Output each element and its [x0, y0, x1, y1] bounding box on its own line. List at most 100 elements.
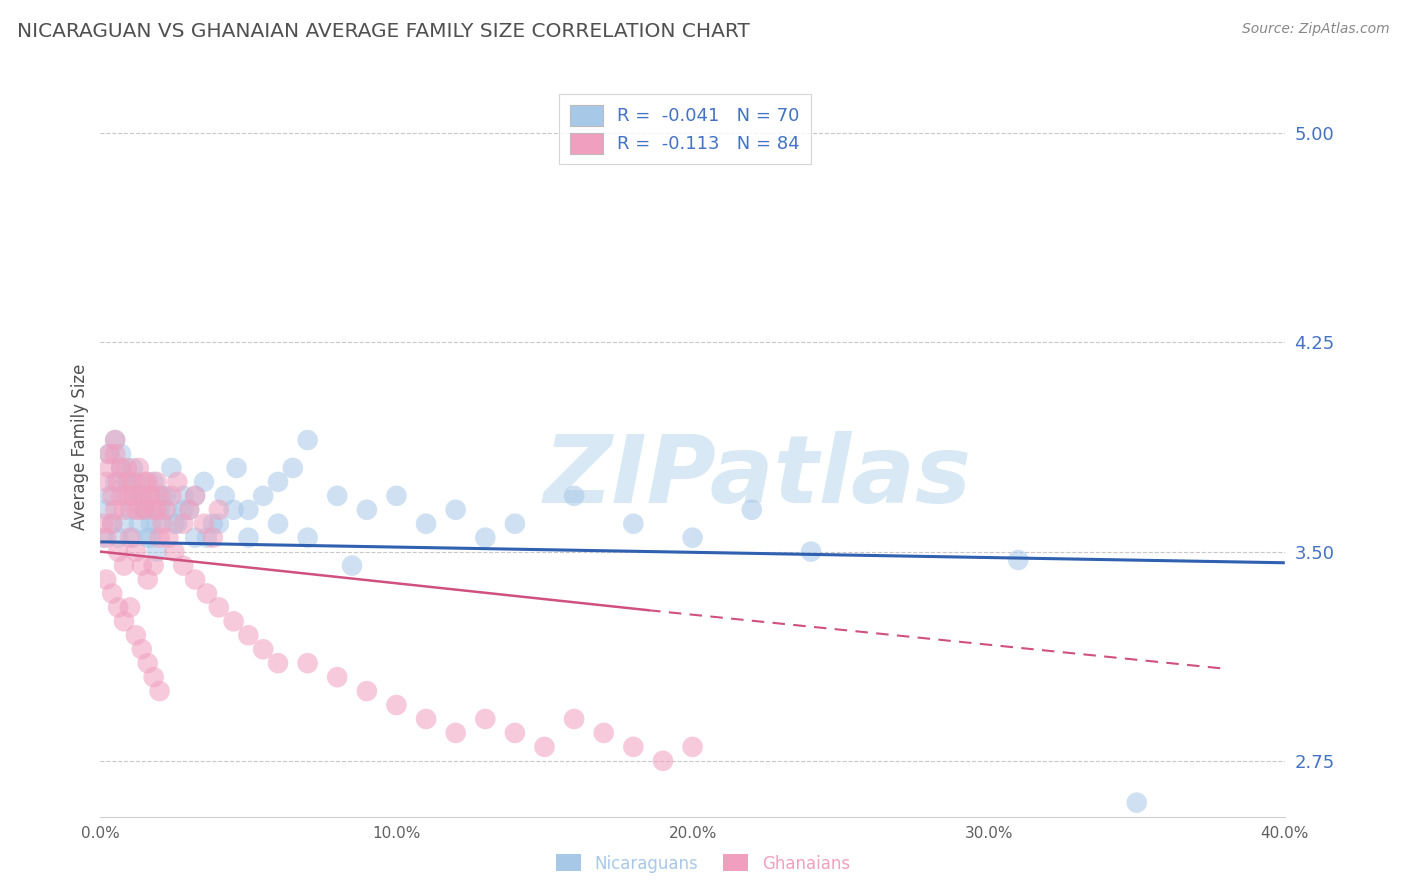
- Point: [101, 516, 124, 531]
- Point: [652, 754, 675, 768]
- Point: [101, 586, 124, 600]
- Point: [118, 489, 141, 503]
- Point: [107, 544, 129, 558]
- Point: [115, 461, 138, 475]
- Point: [474, 712, 496, 726]
- Point: [444, 726, 467, 740]
- Point: [134, 502, 156, 516]
- Legend: R =  -0.041   N = 70, R =  -0.113   N = 84: R = -0.041 N = 70, R = -0.113 N = 84: [560, 94, 811, 164]
- Point: [128, 516, 150, 531]
- Point: [122, 475, 145, 489]
- Point: [238, 502, 260, 516]
- Point: [474, 531, 496, 545]
- Point: [131, 489, 153, 503]
- Point: [326, 670, 349, 684]
- Point: [1007, 553, 1029, 567]
- Point: [503, 516, 526, 531]
- Point: [155, 489, 177, 503]
- Point: [122, 531, 145, 545]
- Point: [112, 516, 135, 531]
- Point: [297, 531, 319, 545]
- Point: [118, 600, 141, 615]
- Point: [682, 531, 704, 545]
- Point: [107, 475, 129, 489]
- Point: [125, 502, 148, 516]
- Point: [104, 433, 127, 447]
- Point: [142, 558, 165, 573]
- Point: [145, 475, 167, 489]
- Point: [131, 642, 153, 657]
- Point: [592, 726, 614, 740]
- Point: [98, 489, 121, 503]
- Point: [112, 502, 135, 516]
- Point: [134, 502, 156, 516]
- Point: [356, 684, 378, 698]
- Point: [148, 502, 170, 516]
- Point: [160, 489, 183, 503]
- Point: [297, 656, 319, 670]
- Point: [163, 544, 186, 558]
- Point: [104, 475, 127, 489]
- Legend: Nicaraguans, Ghanaians: Nicaraguans, Ghanaians: [550, 847, 856, 880]
- Point: [101, 516, 124, 531]
- Point: [297, 433, 319, 447]
- Point: [267, 656, 290, 670]
- Point: [800, 544, 823, 558]
- Point: [136, 573, 159, 587]
- Point: [136, 531, 159, 545]
- Point: [104, 447, 127, 461]
- Point: [1125, 796, 1147, 810]
- Point: [340, 558, 363, 573]
- Point: [118, 531, 141, 545]
- Point: [252, 642, 274, 657]
- Point: [115, 475, 138, 489]
- Point: [172, 502, 194, 516]
- Text: Source: ZipAtlas.com: Source: ZipAtlas.com: [1241, 22, 1389, 37]
- Point: [166, 475, 188, 489]
- Point: [118, 502, 141, 516]
- Point: [208, 516, 231, 531]
- Point: [184, 573, 207, 587]
- Point: [96, 475, 118, 489]
- Point: [415, 712, 437, 726]
- Point: [222, 615, 245, 629]
- Point: [238, 531, 260, 545]
- Point: [96, 502, 118, 516]
- Point: [122, 461, 145, 475]
- Point: [110, 447, 132, 461]
- Point: [152, 516, 174, 531]
- Point: [96, 573, 118, 587]
- Point: [444, 502, 467, 516]
- Point: [104, 433, 127, 447]
- Point: [157, 502, 180, 516]
- Point: [356, 502, 378, 516]
- Point: [125, 475, 148, 489]
- Point: [139, 489, 162, 503]
- Point: [326, 489, 349, 503]
- Point: [112, 558, 135, 573]
- Point: [110, 461, 132, 475]
- Point: [145, 502, 167, 516]
- Point: [134, 475, 156, 489]
- Point: [125, 628, 148, 642]
- Point: [142, 670, 165, 684]
- Point: [533, 739, 555, 754]
- Point: [184, 489, 207, 503]
- Point: [131, 558, 153, 573]
- Y-axis label: Average Family Size: Average Family Size: [72, 364, 89, 530]
- Point: [562, 489, 585, 503]
- Point: [96, 531, 118, 545]
- Point: [139, 489, 162, 503]
- Point: [142, 475, 165, 489]
- Point: [214, 489, 236, 503]
- Point: [621, 516, 644, 531]
- Point: [155, 502, 177, 516]
- Point: [139, 531, 162, 545]
- Point: [208, 600, 231, 615]
- Point: [195, 586, 218, 600]
- Point: [385, 489, 408, 503]
- Text: NICARAGUAN VS GHANAIAN AVERAGE FAMILY SIZE CORRELATION CHART: NICARAGUAN VS GHANAIAN AVERAGE FAMILY SI…: [17, 22, 749, 41]
- Point: [281, 461, 304, 475]
- Point: [184, 531, 207, 545]
- Point: [128, 489, 150, 503]
